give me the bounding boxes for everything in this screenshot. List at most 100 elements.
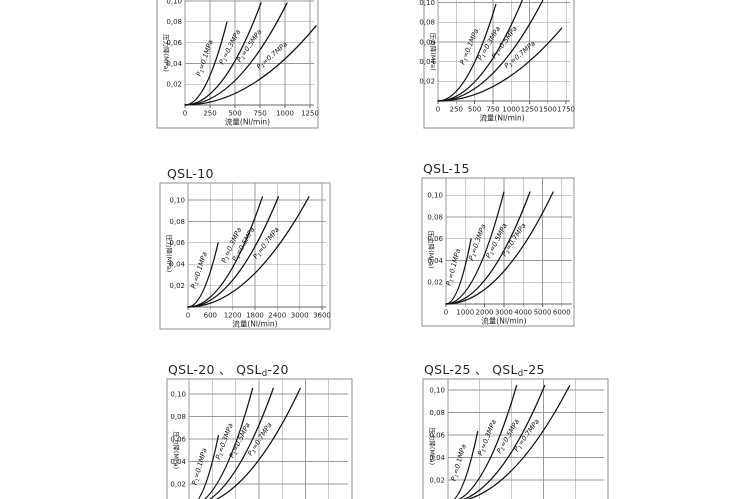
chart-flow-chart-qsl-20: 0,02 0,04 0,06 0,08 0,10 压力降(MPa) QSL-20 、 QSL… — [166, 362, 353, 499]
x-tick: 3000 — [291, 312, 309, 320]
curve-p0.3mpa — [458, 384, 518, 499]
y-tick: 0,06 — [429, 431, 445, 439]
y-tick: 0,04 — [429, 454, 445, 462]
x-tick: 5000 — [534, 309, 552, 317]
y-tick: 0,08 — [429, 409, 445, 417]
curve-p0.5mpa — [445, 191, 531, 305]
grid — [447, 379, 604, 499]
x-tick: 1000 — [502, 106, 520, 114]
y-tick: 0,02 — [169, 282, 185, 290]
curve-p0.3mpa — [204, 387, 254, 499]
y-tick: 0,08 — [427, 213, 443, 221]
y-axis-label: 压力降(MPa) — [172, 431, 181, 469]
curve-label: P1=0.1MPa — [458, 28, 481, 67]
chart-flow-chart-top-left: 0,02 0,04 0,06 0,08 0,10 0 250 500 750 1000 1250 流量… — [156, 0, 319, 129]
curve-p0.1mpa — [197, 435, 220, 499]
curve-p0.7mpa — [187, 196, 310, 308]
y-tick: 0,10 — [419, 0, 435, 7]
y-tick: 0,08 — [166, 18, 182, 26]
curve-p0.5mpa — [209, 387, 274, 499]
y-tick: 0,02 — [170, 480, 186, 488]
y-tick: 0,10 — [169, 196, 185, 204]
y-tick: 0,04 — [169, 261, 185, 269]
y-tick: 0,10 — [427, 192, 443, 200]
y-tick: 0,06 — [427, 235, 443, 243]
x-tick: 1000 — [456, 309, 474, 317]
y-tick: 0,10 — [429, 386, 445, 394]
chart-title: QSL-10 — [167, 166, 214, 181]
y-tick: 0,04 — [427, 257, 443, 265]
chart-border — [166, 378, 353, 499]
chart-border — [422, 378, 609, 499]
x-tick: 250 — [450, 106, 463, 114]
x-tick: 2400 — [268, 312, 286, 320]
curve-p0.7mpa — [445, 191, 554, 305]
y-tick: 0,02 — [419, 78, 435, 86]
x-tick: 750 — [486, 106, 499, 114]
grid — [437, 0, 570, 101]
curve-p0.7mpa — [466, 384, 571, 499]
y-tick: 0,08 — [419, 19, 435, 27]
y-tick: 0,02 — [429, 476, 445, 484]
y-axis-label: 压力降(MPa) — [162, 34, 171, 72]
curve-p0.7mpa — [215, 387, 301, 499]
y-axis-label: 压力降(MPa) — [429, 33, 438, 71]
y-tick: 0,08 — [169, 218, 185, 226]
curve-p0.7mpa — [184, 25, 317, 106]
grid — [188, 379, 348, 499]
x-tick: 750 — [253, 110, 266, 118]
x-tick: 1000 — [276, 110, 294, 118]
curve-p0.3mpa — [184, 2, 262, 106]
curve-p0.7mpa — [437, 27, 563, 102]
y-tick: 0,10 — [170, 390, 186, 398]
x-axis-label: 流量(Nl/min) — [225, 117, 270, 127]
y-tick: 0,04 — [170, 458, 186, 466]
x-tick: 500 — [228, 110, 241, 118]
x-tick: 2000 — [476, 309, 494, 317]
y-axis-label: 压力降(MPa) — [427, 231, 436, 269]
curve-p0.1mpa — [184, 21, 228, 106]
x-tick: 6000 — [553, 309, 571, 317]
y-tick: 0,06 — [169, 239, 185, 247]
y-tick: 0,10 — [166, 0, 182, 5]
x-tick: 600 — [204, 312, 217, 320]
chart-flow-chart-qsl-15: 0,02 0,04 0,06 0,08 0,10 0 1000 2000 3000 4000 500… — [421, 161, 575, 327]
y-tick: 0,08 — [170, 413, 186, 421]
y-tick: 0,02 — [427, 279, 443, 287]
chart-border — [156, 0, 319, 129]
x-axis-label: 流量(Nl/min) — [479, 113, 524, 123]
x-tick: 3000 — [495, 309, 513, 317]
y-tick: 0,04 — [419, 58, 435, 66]
chart-border — [421, 177, 575, 327]
x-tick: 4000 — [514, 309, 532, 317]
curve-p0.5mpa — [437, 0, 544, 102]
y-axis-label: 压力降(MPa) — [428, 427, 437, 465]
x-tick: 500 — [468, 106, 481, 114]
x-tick: 1200 — [224, 312, 242, 320]
x-axis-label: 流量(Nl/min) — [232, 319, 277, 329]
chart-flow-chart-top-right: 0,02 0,04 0,06 0,08 0,10 0 250 500 750 1000 1250 15… — [419, 0, 575, 129]
chart-title: QSL-20 、 QSLd-20 — [168, 362, 289, 379]
x-tick: 1250 — [301, 110, 319, 118]
curve-p0.1mpa — [453, 431, 479, 499]
x-tick: 1250 — [521, 106, 539, 114]
x-tick: 250 — [203, 110, 216, 118]
x-axis-label: 流量(Nl/min) — [481, 316, 526, 326]
curve-label: P1=0.1MPa — [190, 251, 211, 290]
y-tick: 0,04 — [166, 60, 182, 68]
x-tick: 3600 — [313, 312, 331, 320]
curve-p0.3mpa — [445, 191, 505, 305]
y-tick: 0,06 — [419, 38, 435, 46]
curve-p0.5mpa — [187, 196, 280, 308]
grid — [187, 183, 326, 307]
chart-title: QSL-25 、 QSLd-25 — [424, 362, 545, 379]
x-tick: 1500 — [539, 106, 557, 114]
y-tick: 0,02 — [166, 81, 182, 89]
curve-p0.5mpa — [462, 384, 546, 499]
curve-label: P1=0.1MPa — [195, 39, 216, 78]
chart-flow-chart-qsl-10: 0,02 0,04 0,06 0,08 0,10 0 600 1200 1800 2400 3000… — [159, 166, 331, 330]
curve-p0.5mpa — [184, 2, 288, 106]
chart-flow-chart-qsl-25: 0,02 0,04 0,06 0,08 0,10 压力降(MPa) QSL-25 、 QSL… — [422, 362, 609, 499]
